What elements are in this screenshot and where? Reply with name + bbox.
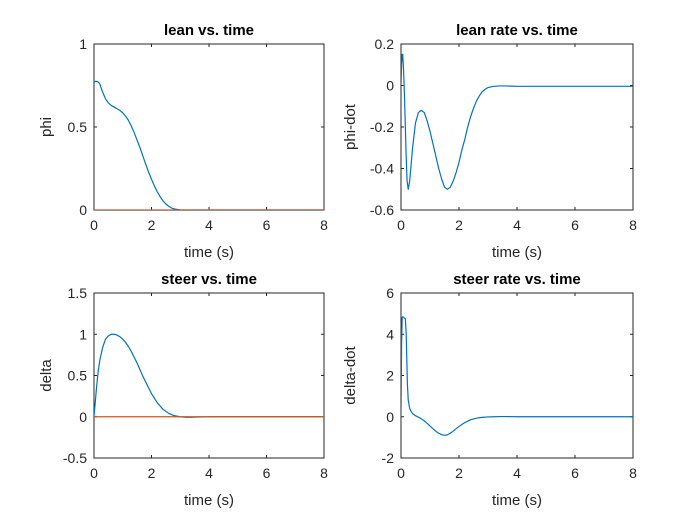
x-axis-label: time (s): [184, 244, 234, 261]
y-tick-label: 2: [386, 368, 394, 384]
y-tick-label: 1: [79, 326, 87, 342]
y-tick-label: 1.5: [68, 285, 88, 301]
plot-title: steer rate vs. time: [453, 271, 581, 288]
x-tick-label: 2: [455, 465, 463, 481]
y-axis-label: phi: [38, 117, 55, 137]
axes-box: [400, 292, 634, 459]
y-tick-label: 1: [79, 36, 87, 52]
x-tick-label: 6: [571, 217, 579, 233]
y-axis-label: delta-dot: [342, 345, 359, 404]
series-line-1: [401, 316, 633, 436]
x-tick-label: 2: [455, 217, 463, 233]
x-tick-label: 8: [320, 217, 328, 233]
y-tick-label: -0.2: [370, 119, 394, 135]
y-tick-label: 0: [386, 78, 394, 94]
series-line-1: [94, 80, 324, 210]
x-tick-label: 4: [205, 465, 213, 481]
y-tick-label: -0.6: [370, 202, 394, 218]
x-tick-label: 4: [205, 217, 213, 233]
plot-title: steer vs. time: [161, 271, 257, 288]
x-tick-label: 8: [320, 465, 328, 481]
x-tick-label: 6: [263, 217, 271, 233]
plot-title: lean vs. time: [164, 22, 254, 39]
y-tick-label: 0.2: [375, 36, 395, 52]
y-tick-label: -2: [382, 450, 395, 466]
x-axis-label: time (s): [184, 492, 234, 509]
y-tick-label: 0: [79, 202, 87, 218]
y-tick-label: 6: [386, 285, 394, 301]
axes-box: [93, 292, 325, 459]
y-tick-label: 0: [386, 409, 394, 425]
y-tick-label: -0.5: [63, 450, 87, 466]
subplot-2: 0 2 4 6 8 -0.6 -0.4 -0.2 0 0.2 lean rate vs. time t…: [342, 22, 637, 261]
axes-box: [93, 43, 325, 211]
y-tick-label: 4: [386, 326, 394, 342]
x-tick-label: 0: [397, 217, 405, 233]
x-tick-label: 4: [513, 217, 521, 233]
y-tick-label: 0.5: [68, 368, 88, 384]
axes-box: [400, 43, 634, 211]
x-tick-label: 0: [90, 217, 98, 233]
x-tick-label: 0: [90, 465, 98, 481]
series-line-1: [401, 53, 633, 190]
subplot-1: 0 2 4 6 8 0 0.5 1 lean vs. time time (s) phi: [38, 22, 328, 261]
x-tick-label: 0: [397, 465, 405, 481]
x-tick-label: 6: [571, 465, 579, 481]
x-tick-label: 2: [148, 217, 156, 233]
plot-title: lean rate vs. time: [456, 22, 578, 39]
y-tick-label: 0.5: [68, 119, 88, 135]
y-tick-label: 0: [79, 409, 87, 425]
x-tick-label: 8: [629, 217, 637, 233]
x-tick-label: 2: [148, 465, 156, 481]
x-axis-label: time (s): [492, 492, 542, 509]
y-axis-label: delta: [38, 359, 55, 392]
x-tick-label: 4: [513, 465, 521, 481]
y-tick-label: -0.4: [370, 161, 394, 177]
y-axis-label: phi-dot: [342, 103, 359, 150]
x-axis-label: time (s): [492, 244, 542, 261]
x-tick-label: 8: [629, 465, 637, 481]
x-tick-label: 6: [263, 465, 271, 481]
